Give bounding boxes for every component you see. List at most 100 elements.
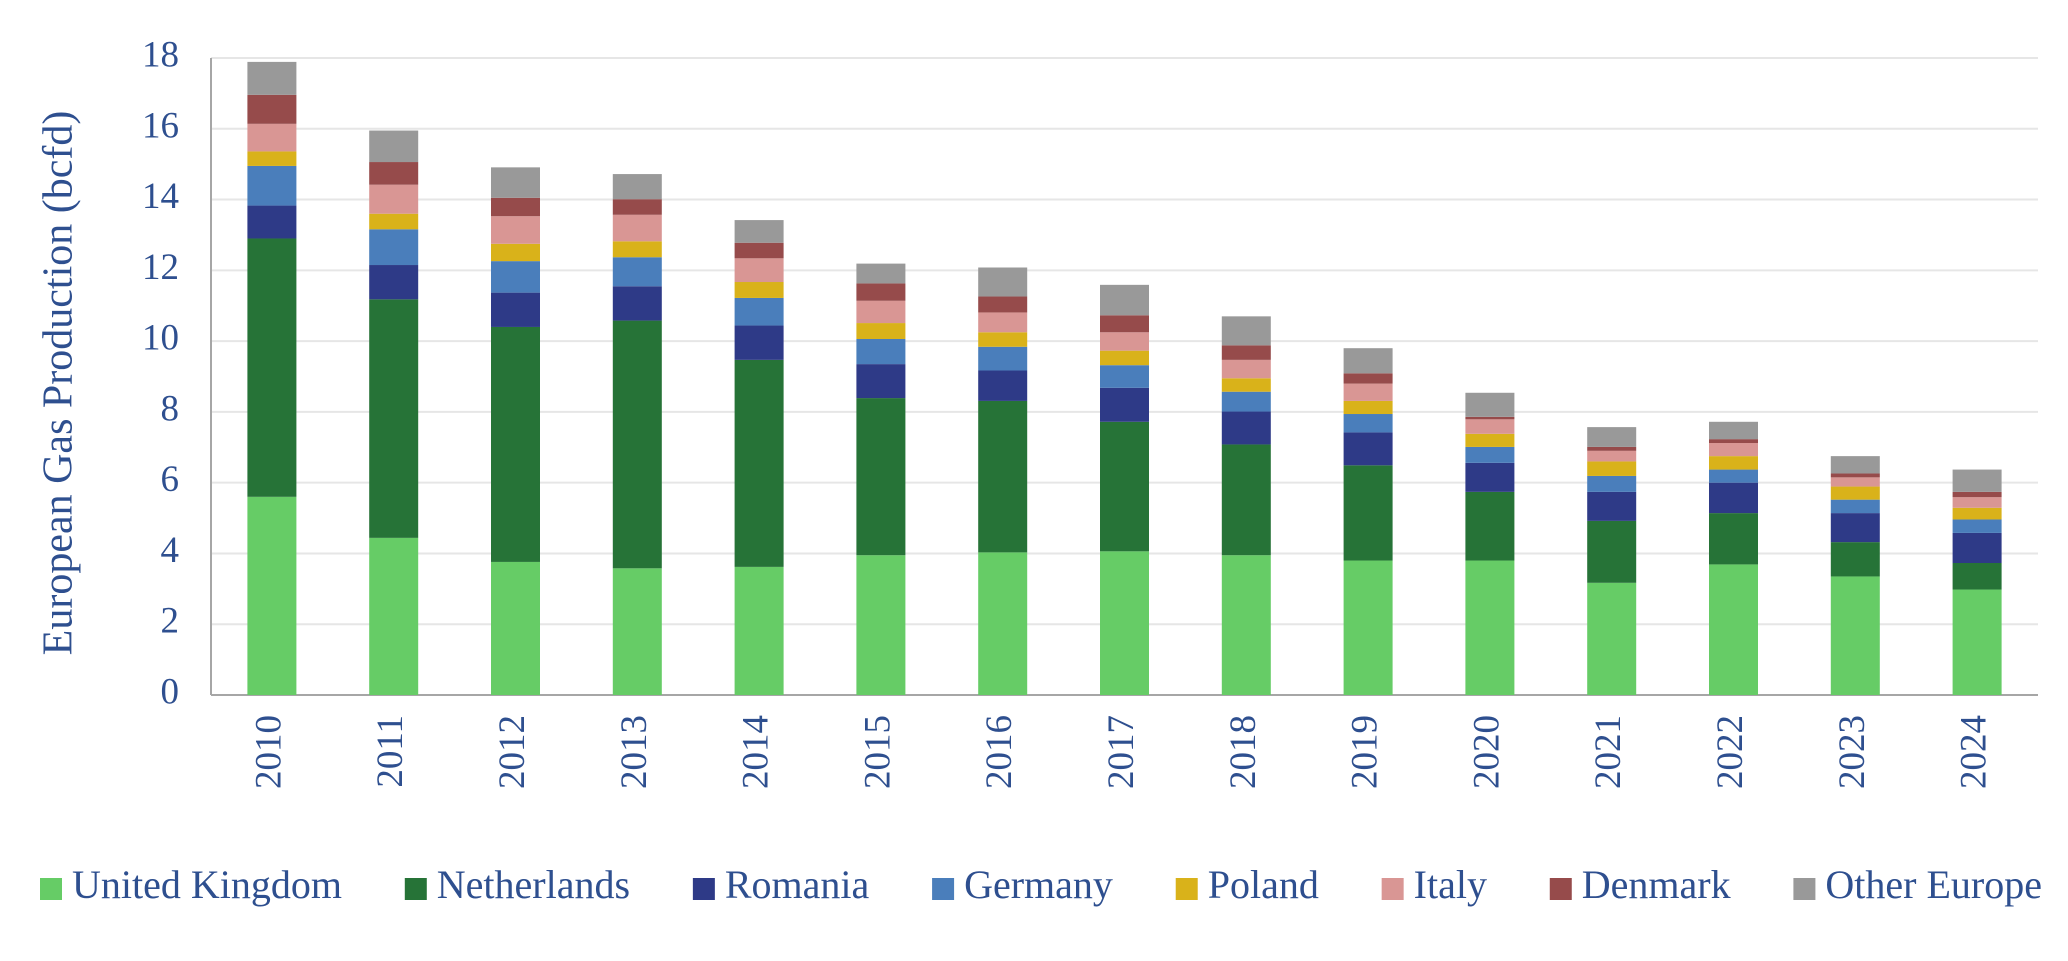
bar-segment xyxy=(978,552,1028,695)
bar-segment xyxy=(1221,359,1271,379)
bar-segment xyxy=(369,537,419,695)
bar-segment xyxy=(1343,383,1393,401)
bar-segment xyxy=(1465,491,1515,561)
bar-segment xyxy=(1830,576,1880,695)
legend-swatch xyxy=(692,878,715,900)
bar-segment xyxy=(612,241,662,258)
bar-segment xyxy=(1587,461,1637,476)
bar-segment xyxy=(1465,560,1515,695)
bar-segment xyxy=(491,167,540,198)
bar-segment xyxy=(1830,486,1880,500)
y-tick-label: 14 xyxy=(142,176,179,217)
bar-segment xyxy=(1343,560,1393,695)
bar-segment xyxy=(1952,532,2002,563)
bar-segment xyxy=(856,300,906,324)
bar-segment xyxy=(247,123,297,152)
bar-segment xyxy=(1100,421,1149,552)
bar-segment xyxy=(856,338,906,365)
x-tick-label: 2015 xyxy=(857,715,898,789)
bar-segment xyxy=(247,61,297,95)
bar-segment xyxy=(369,162,419,185)
y-tick-label: 0 xyxy=(161,671,180,712)
bar-segment xyxy=(1100,551,1149,695)
bar-segment xyxy=(1952,589,2002,695)
legend-label: United Kingdom xyxy=(72,862,342,907)
bar-segment xyxy=(1587,450,1637,462)
bar-segment xyxy=(1100,284,1149,316)
bar-segment xyxy=(1587,491,1637,521)
bar-segment xyxy=(1830,477,1880,487)
bar-segment xyxy=(369,299,419,538)
y-tick-label: 10 xyxy=(142,318,179,359)
bar-segment xyxy=(856,398,906,556)
bar-segment xyxy=(247,151,297,166)
bar-segment xyxy=(1465,392,1515,417)
y-tick-label: 4 xyxy=(161,530,180,571)
bar-segment xyxy=(1952,519,2002,533)
bar-segment xyxy=(734,258,784,283)
bar-segment xyxy=(734,566,784,695)
bar-segment xyxy=(1709,564,1758,695)
bar-segment xyxy=(1221,378,1271,392)
bar-segment xyxy=(1221,555,1271,695)
x-tick-label: 2018 xyxy=(1223,715,1264,789)
legend-label: Netherlands xyxy=(437,862,630,907)
bar-segment xyxy=(369,229,419,266)
bar-segment xyxy=(1952,491,2002,498)
bar-segment xyxy=(1952,497,2002,508)
bar-segment xyxy=(1587,475,1637,492)
bar-segment xyxy=(612,286,662,321)
bar-segment xyxy=(856,364,906,399)
bar-segment xyxy=(247,238,297,497)
bar-segment xyxy=(1343,414,1393,433)
x-tick-label: 2014 xyxy=(736,715,777,789)
bar-segment xyxy=(612,199,662,215)
bar-segment xyxy=(491,561,540,695)
bar-segment xyxy=(612,214,662,242)
bar-segment xyxy=(1830,542,1880,577)
bar-segment xyxy=(1709,469,1758,483)
x-tick-label: 2023 xyxy=(1832,715,1873,789)
bar-segment xyxy=(1221,444,1271,556)
bar-segment xyxy=(1100,387,1149,422)
bar-segment xyxy=(978,296,1028,313)
bar-segment xyxy=(1343,400,1393,415)
legend-swatch xyxy=(1381,878,1404,900)
bar-segment xyxy=(1465,433,1515,447)
bar-segment xyxy=(734,220,784,243)
bar-segment xyxy=(978,267,1028,297)
bar-segment xyxy=(1587,427,1637,447)
bar-segment xyxy=(612,568,662,695)
bar-segment xyxy=(369,265,419,300)
bar-segment xyxy=(1830,473,1880,478)
y-tick-label: 18 xyxy=(142,34,179,75)
bar-segment xyxy=(1465,462,1515,492)
bar-segment xyxy=(612,257,662,287)
bar-segment xyxy=(1709,513,1758,565)
bar-segment xyxy=(734,325,784,360)
bar-segment xyxy=(856,555,906,695)
bar-segment xyxy=(612,174,662,200)
y-axis-label: European Gas Production (bcfd) xyxy=(36,111,82,656)
bar-segment xyxy=(1221,345,1271,360)
bar-segment xyxy=(1709,482,1758,514)
bar-segment xyxy=(1587,446,1637,451)
legend-swatch xyxy=(1549,878,1572,900)
bar-segment xyxy=(978,346,1028,371)
bar-segment xyxy=(1587,582,1637,695)
y-tick-label: 16 xyxy=(142,105,179,146)
bar-segment xyxy=(1100,332,1149,351)
bar-segment xyxy=(978,400,1028,553)
bar-segment xyxy=(491,326,540,562)
bar-segment xyxy=(978,312,1028,333)
bar-segment xyxy=(856,323,906,339)
bar-segment xyxy=(1100,365,1149,388)
legend-swatch xyxy=(932,878,955,900)
bar-segment xyxy=(1709,421,1758,440)
bar-segment xyxy=(1100,350,1149,366)
x-tick-label: 2022 xyxy=(1710,715,1751,789)
bar-segment xyxy=(491,197,540,217)
bar-segment xyxy=(856,283,906,301)
y-tick-label: 2 xyxy=(161,601,180,642)
